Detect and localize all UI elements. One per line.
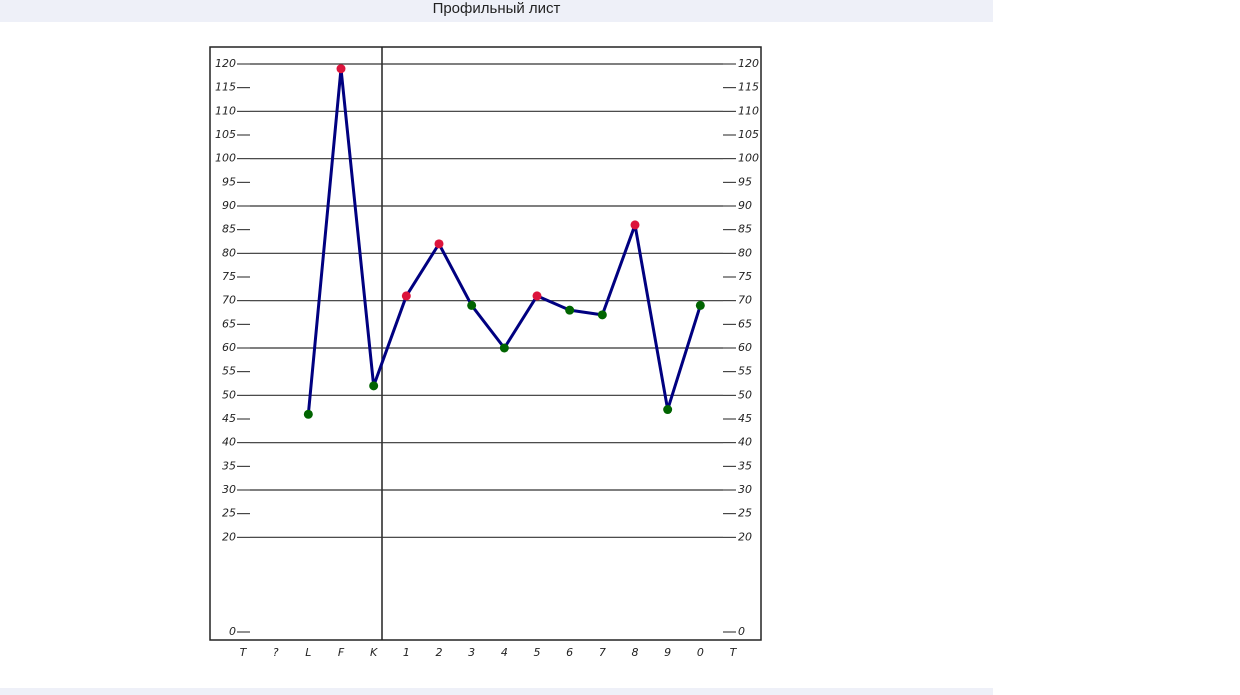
frame	[209, 46, 762, 641]
point	[695, 300, 705, 310]
y2-tick-label: 65	[738, 317, 752, 330]
point	[303, 409, 313, 419]
y-tick-label: 65	[222, 317, 236, 330]
x-tick-label: 9	[664, 646, 671, 659]
point	[597, 310, 607, 320]
y2-tick-label: 20	[738, 530, 752, 543]
chart-title: Профильный лист	[0, 0, 993, 22]
y-tick-label: 80	[222, 246, 236, 259]
y2-tick-label: 75	[738, 270, 752, 283]
y2-tick-label: 95	[738, 175, 752, 188]
y-tick-label: 115	[215, 81, 236, 94]
y-tick-label: 25	[222, 507, 236, 520]
x-tick-label: 5	[534, 646, 541, 659]
y-tick-label: 95	[222, 175, 236, 188]
y2-tick-label: 45	[738, 412, 752, 425]
y2-tick-label: 120	[738, 57, 759, 70]
x-tick-label: L	[305, 646, 311, 659]
y2-tick-label: 0	[738, 625, 745, 638]
y-tick-label: 35	[222, 459, 236, 472]
y2-tick-label: 40	[738, 436, 752, 449]
point	[565, 305, 575, 315]
y-tick-label: 40	[222, 436, 236, 449]
y2-tick-label: 30	[738, 483, 752, 496]
y-tick-label: 100	[215, 152, 236, 165]
x-tick-label: ?	[273, 646, 279, 659]
x-tick-label: 8	[632, 646, 639, 659]
point	[401, 291, 411, 301]
y-tick-label: 105	[215, 128, 236, 141]
y-tick-label: 55	[222, 365, 236, 378]
y2-tick-label: 50	[738, 388, 752, 401]
x-tick-label: F	[338, 646, 345, 659]
y2-tick-label: 55	[738, 365, 752, 378]
y-tick-label: 120	[215, 57, 236, 70]
y2-tick-label: 25	[738, 507, 752, 520]
point	[434, 239, 444, 249]
point	[663, 405, 673, 415]
x-tick-label: 2	[436, 646, 443, 659]
y-tick-label: 110	[215, 104, 236, 117]
point	[467, 300, 477, 310]
y-tick-label: 85	[222, 223, 236, 236]
y-tick-label: 20	[222, 530, 236, 543]
y-tick-label: 90	[222, 199, 236, 212]
y2-tick-label: 85	[738, 223, 752, 236]
x-tick-label: 3	[468, 646, 475, 659]
footer-bar	[0, 688, 993, 695]
y-tick-label: 50	[222, 388, 236, 401]
y2-tick-label: 70	[738, 294, 752, 307]
x-tick-label: K	[370, 646, 378, 659]
y2-tick-label: 90	[738, 199, 752, 212]
x-tick-label: 0	[697, 646, 704, 659]
y2-tick-label: 80	[738, 246, 752, 259]
point	[369, 381, 379, 391]
x-tick-label: 1	[403, 646, 410, 659]
point	[499, 343, 509, 353]
y-tick-label: 45	[222, 412, 236, 425]
x-tick-label: T	[730, 646, 738, 659]
y-tick-label: 0	[229, 625, 236, 638]
y2-tick-label: 100	[738, 152, 759, 165]
x-tick-label: 4	[501, 646, 508, 659]
x-tick-label: 6	[566, 646, 573, 659]
point	[630, 220, 640, 230]
y2-tick-label: 115	[738, 81, 759, 94]
y-tick-label: 60	[222, 341, 236, 354]
line	[306, 67, 702, 415]
x-tick-label: 7	[599, 646, 606, 659]
point	[336, 64, 346, 74]
y2-tick-label: 105	[738, 128, 759, 141]
y-tick-label: 30	[222, 483, 236, 496]
y2-tick-label: 35	[738, 459, 752, 472]
y-tick-label: 75	[222, 270, 236, 283]
y2-tick-label: 110	[738, 104, 759, 117]
y2-tick-label: 60	[738, 341, 752, 354]
y-tick-label: 70	[222, 294, 236, 307]
x-tick-label: T	[240, 646, 248, 659]
point	[532, 291, 542, 301]
